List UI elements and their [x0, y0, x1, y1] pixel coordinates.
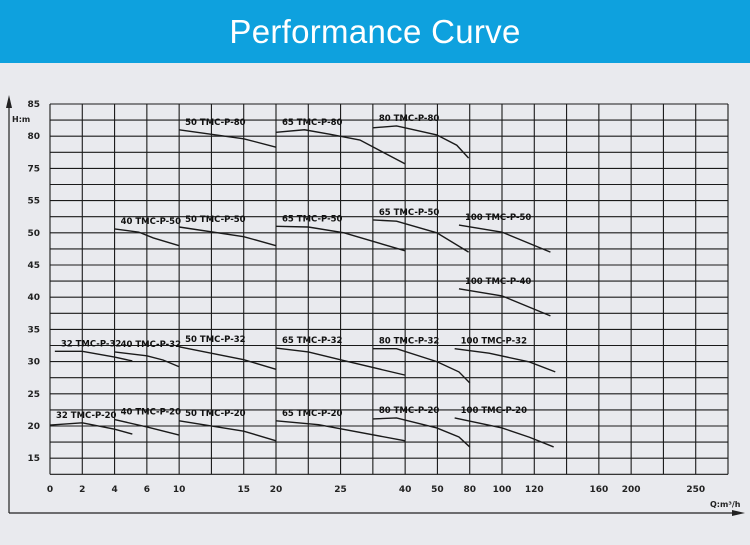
curve-label: 40 TMC-P-50 — [121, 217, 182, 227]
y-tick-label: 25 — [27, 390, 40, 400]
performance-curve — [275, 347, 406, 376]
x-axis-label: Q:m³/h — [710, 500, 741, 509]
performance-curve — [372, 219, 470, 253]
curve-label: 50 TMC-P-32 — [185, 335, 246, 345]
x-tick-label: 50 — [431, 485, 444, 495]
curve-label: 80 TMC-P-80 — [379, 114, 440, 124]
performance-curve — [179, 129, 277, 148]
y-tick-label: 20 — [27, 422, 40, 432]
performance-curve — [454, 348, 556, 373]
x-tick-label: 10 — [173, 485, 186, 495]
performance-curve — [458, 288, 551, 317]
x-tick-label: 200 — [622, 485, 641, 495]
curve-label: 50 TMC-P-20 — [185, 409, 246, 419]
performance-curve — [179, 346, 277, 370]
curve-label: 65 TMC-P-50 — [379, 208, 440, 218]
y-tick-label: 30 — [27, 358, 40, 368]
curve-label: 100 TMC-P-40 — [465, 277, 531, 287]
x-tick-label: 120 — [525, 485, 544, 495]
performance-curve — [114, 228, 180, 247]
y-axis-arrow — [6, 95, 12, 108]
performance-curve — [275, 129, 406, 165]
curve-label: 40 TMC-P-32 — [121, 340, 182, 350]
y-tick-label: 40 — [27, 293, 40, 303]
x-tick-label: 4 — [111, 485, 117, 495]
performance-curve — [275, 225, 406, 252]
title-banner: Performance Curve — [0, 0, 750, 63]
curve-label: 50 TMC-P-50 — [185, 215, 246, 225]
curve-label: 100 TMC-P-20 — [461, 406, 527, 416]
x-tick-label: 2 — [79, 485, 85, 495]
curve-label: 80 TMC-P-32 — [379, 337, 440, 347]
y-tick-label: 80 — [27, 132, 40, 142]
x-tick-label: 250 — [686, 485, 705, 495]
y-tick-label: 50 — [27, 229, 40, 239]
performance-curve — [458, 224, 551, 253]
page-title: Performance Curve — [229, 12, 521, 50]
y-tick-label: 75 — [27, 164, 40, 174]
x-tick-label: 100 — [493, 485, 512, 495]
performance-curve — [179, 226, 277, 247]
curve-label: 32 TMC-P-32 — [61, 339, 122, 349]
y-tick-labels: 85 80 75 55 50 45 40 35 30 25 20 15 — [27, 100, 40, 464]
curve-label: 100 TMC-P-50 — [465, 213, 531, 223]
performance-curve — [54, 350, 133, 362]
performance-curve — [454, 417, 554, 448]
x-tick-label: 20 — [270, 485, 283, 495]
performance-curve — [372, 348, 471, 384]
performance-curve — [275, 420, 406, 442]
y-tick-label: 15 — [27, 454, 40, 464]
x-tick-label: 40 — [399, 485, 412, 495]
grid — [49, 103, 729, 475]
curve-label: 65 TMC-P-32 — [282, 336, 343, 346]
y-tick-label: 55 — [27, 197, 40, 207]
curve-label: 40 TMC-P-20 — [121, 408, 182, 418]
curve-label: 50 TMC-P-80 — [185, 118, 246, 128]
x-axis-arrow — [732, 510, 745, 516]
curve-label: 65 TMC-P-20 — [282, 409, 343, 419]
curve-label: 65 TMC-P-50 — [282, 214, 343, 224]
x-tick-label: 25 — [334, 485, 347, 495]
curve-label: 100 TMC-P-32 — [461, 337, 527, 347]
performance-curve — [372, 125, 470, 159]
performance-curve — [372, 417, 471, 448]
y-tick-label: 85 — [27, 100, 40, 110]
y-axis-label: H:m — [12, 115, 30, 124]
y-tick-label: 35 — [27, 325, 40, 335]
performance-curve — [179, 420, 277, 442]
performance-curve — [49, 422, 133, 435]
x-tick-labels: 0 2 4 6 10 15 20 25 40 50 80 100 120 160 200 250 — [47, 485, 705, 495]
curve-label: 80 TMC-P-20 — [379, 406, 440, 416]
performance-curve — [114, 418, 180, 436]
x-tick-label: 160 — [589, 485, 608, 495]
x-tick-label: 0 — [47, 485, 53, 495]
x-tick-label: 80 — [463, 485, 476, 495]
x-tick-label: 15 — [237, 485, 250, 495]
y-tick-label: 45 — [27, 261, 40, 271]
curve-label: 32 TMC-P-20 — [56, 411, 117, 421]
performance-curve — [114, 351, 180, 368]
curve-label: 65 TMC-P-80 — [282, 118, 343, 128]
curves: 50 TMC-P-80 65 TMC-P-80 80 TMC-P-80 40 TMC-… — [49, 114, 556, 448]
x-tick-label: 6 — [144, 485, 150, 495]
axes: H:m Q:m³/h — [6, 95, 745, 516]
